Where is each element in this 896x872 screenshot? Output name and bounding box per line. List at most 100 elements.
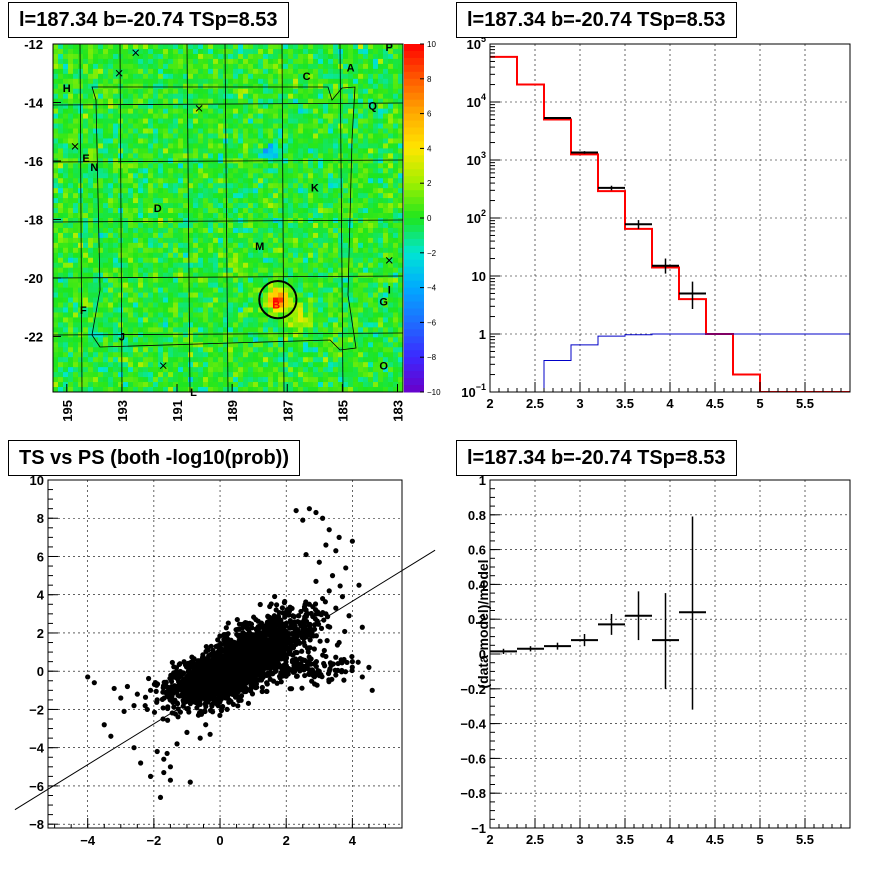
heatmap-cell (153, 252, 159, 259)
heatmap-cell (108, 113, 114, 119)
heatmap-cell (63, 257, 69, 264)
heatmap-cell (103, 198, 109, 204)
heatmap-cell (298, 203, 304, 209)
heatmap-cell (178, 337, 184, 343)
heatmap-cell (353, 53, 359, 60)
heatmap-cell (273, 148, 279, 154)
heatmap-cell (138, 193, 144, 199)
heatmap-cell (113, 193, 119, 199)
heatmap-cell (328, 312, 334, 318)
heatmap-cell (153, 123, 159, 129)
heatmap-cell (343, 123, 349, 129)
heatmap-cell (238, 322, 244, 328)
heatmap-cell (293, 332, 299, 338)
heatmap-cell (153, 367, 159, 373)
heatmap-cell (243, 272, 249, 279)
heatmap-cell (293, 63, 299, 70)
heatmap-cell (363, 282, 369, 288)
heatmap-cell (373, 53, 379, 60)
heatmap-cell (343, 307, 349, 313)
heatmap-cell (203, 357, 209, 363)
heatmap-cell (388, 287, 394, 293)
heatmap-cell (383, 78, 389, 85)
heatmap-cell (138, 267, 144, 274)
heatmap-cell (273, 58, 279, 65)
heatmap-cell (388, 123, 394, 129)
heatmap-cell (143, 387, 149, 393)
heatmap-cell (213, 357, 219, 363)
heatmap-cell (158, 297, 164, 303)
heatmap-cell (268, 58, 274, 65)
heatmap-cell (228, 133, 234, 139)
heatmap-cell (63, 53, 69, 60)
heatmap-cell (143, 232, 149, 239)
heatmap-cell (283, 367, 289, 373)
heatmap-cell (288, 262, 294, 269)
heatmap-cell (83, 143, 89, 149)
heatmap-cell (128, 198, 134, 204)
heatmap-cell (208, 352, 214, 358)
heatmap-cell (268, 183, 274, 189)
heatmap-cell (148, 337, 154, 343)
heatmap-cell (163, 178, 169, 184)
heatmap-cell (373, 342, 379, 348)
source-label: Q (368, 100, 377, 112)
heatmap-cell (103, 237, 109, 244)
heatmap-cell (113, 307, 119, 313)
heatmap-cell (123, 63, 129, 70)
heatmap-cell (328, 193, 334, 199)
heatmap-cell (73, 103, 79, 110)
heatmap-cell (363, 78, 369, 85)
heatmap-cell (83, 188, 89, 194)
heatmap-cell (168, 307, 174, 313)
heatmap-cell (303, 188, 309, 194)
heatmap-cell (263, 168, 269, 174)
heatmap-cell (253, 282, 259, 288)
heatmap-cell (188, 98, 194, 105)
heatmap-cell (188, 198, 194, 204)
heatmap-cell (163, 218, 169, 224)
heatmap-cell (288, 277, 294, 284)
heatmap-cell (243, 53, 249, 60)
heatmap-cell (333, 322, 339, 328)
heatmap-cell (188, 277, 194, 284)
heatmap-cell (338, 237, 344, 244)
heatmap-cell (168, 103, 174, 110)
heatmap-cell (78, 312, 84, 318)
heatmap-cell (248, 178, 254, 184)
heatmap-cell (318, 103, 324, 110)
heatmap-cell (63, 48, 69, 55)
heatmap-cell (163, 53, 169, 60)
heatmap-cell (143, 103, 149, 110)
heatmap-cell (248, 292, 254, 298)
heatmap-cell (283, 242, 289, 249)
heatmap-cell (163, 247, 169, 254)
heatmap-cell (363, 372, 369, 378)
heatmap-cell (158, 387, 164, 393)
heatmap-cell (373, 352, 379, 358)
heatmap-cell (108, 352, 114, 358)
heatmap-cell (333, 332, 339, 338)
heatmap-cell (68, 267, 74, 274)
heatmap-cell (243, 292, 249, 298)
heatmap-cell (113, 198, 119, 204)
heatmap-cell (363, 123, 369, 129)
source-label: A (347, 62, 355, 74)
heatmap-cell (333, 377, 339, 383)
heatmap-cell (303, 237, 309, 244)
heatmap-cell (183, 163, 189, 169)
heatmap-cell (63, 327, 69, 333)
heatmap-cell (128, 183, 134, 189)
heatmap-cell (368, 48, 374, 55)
heatmap-cell (63, 377, 69, 383)
heatmap-cell (343, 133, 349, 139)
heatmap-cell (203, 44, 209, 50)
heatmap-cell (273, 203, 279, 209)
heatmap-cell (253, 148, 259, 154)
heatmap-cell (228, 302, 234, 308)
heatmap-cell (73, 78, 79, 85)
heatmap-cell (153, 337, 159, 343)
heatmap-cell (83, 337, 89, 343)
heatmap-cell (68, 337, 74, 343)
heatmap-cell (278, 113, 284, 119)
